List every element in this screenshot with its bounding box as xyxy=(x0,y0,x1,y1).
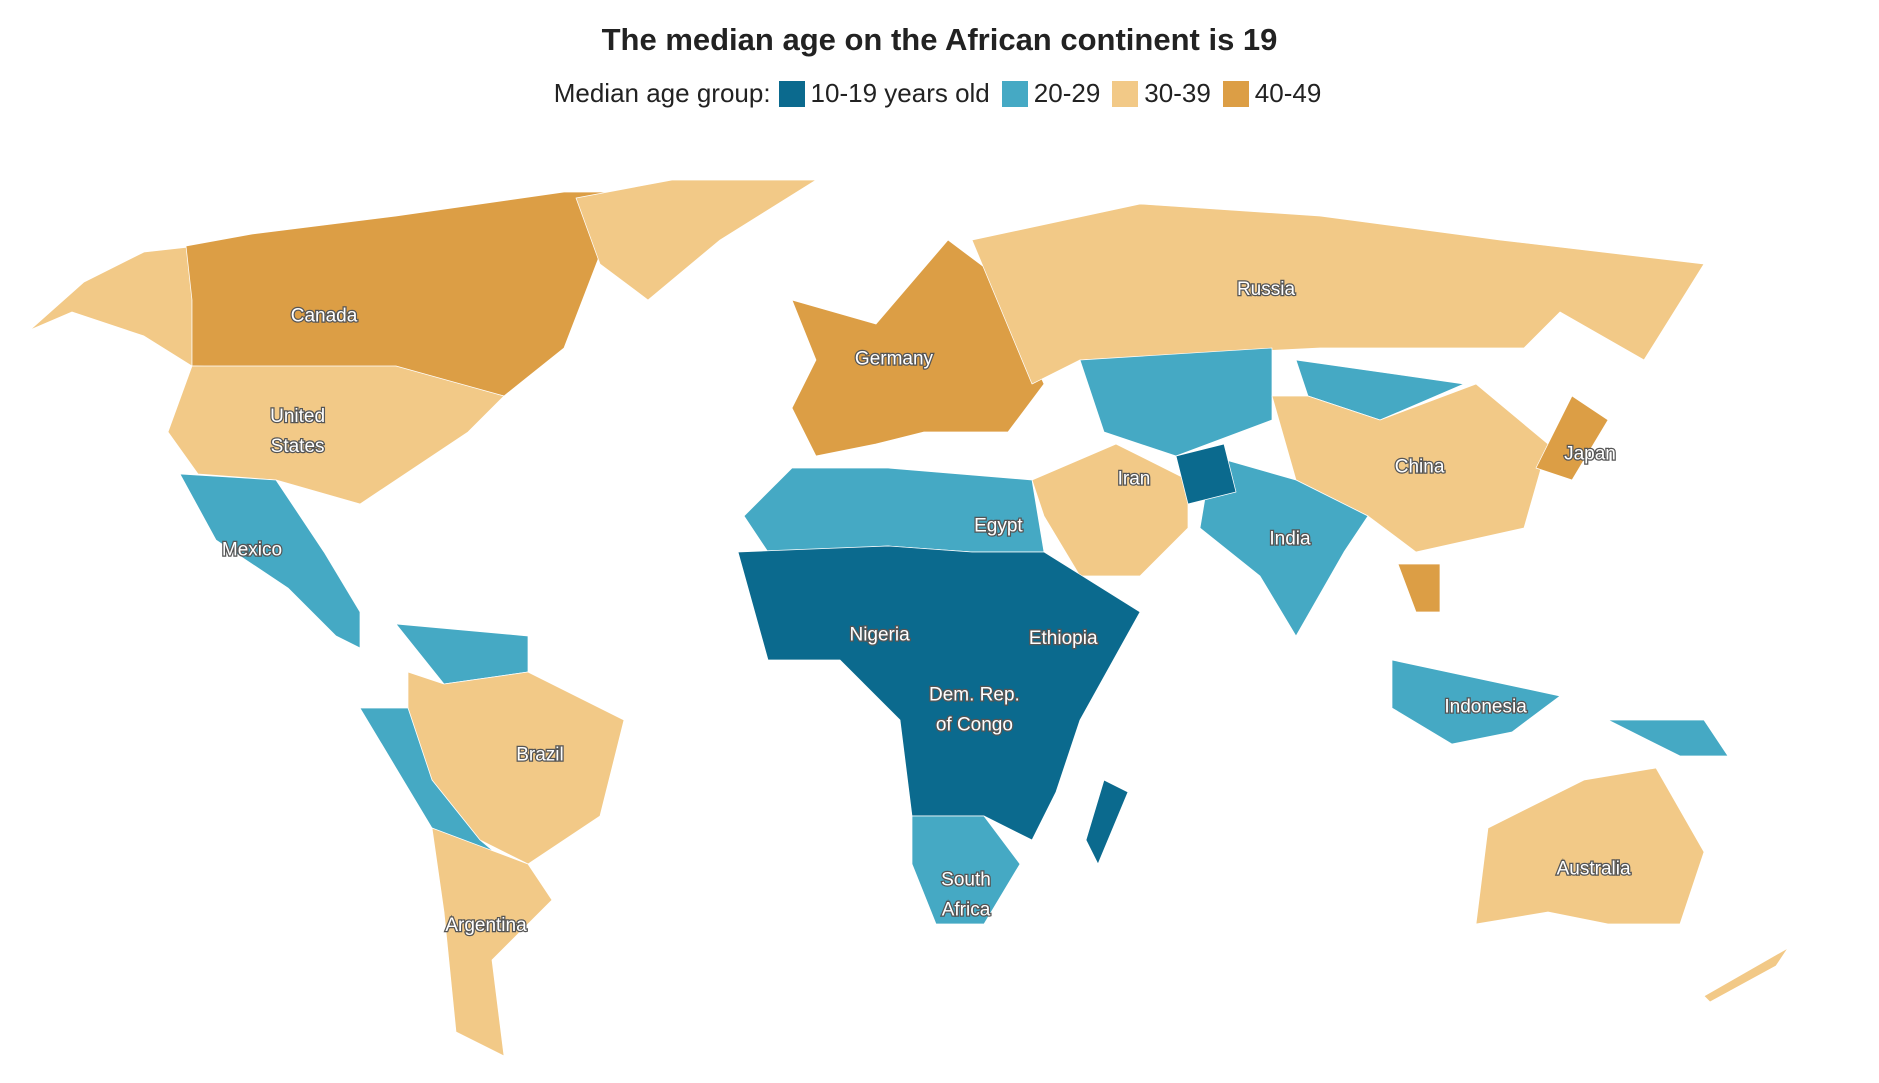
legend-text: 10-19 years old xyxy=(810,78,990,108)
russia xyxy=(971,203,1705,385)
legend-swatch xyxy=(1001,80,1028,107)
land xyxy=(29,179,1789,1057)
greenland xyxy=(575,179,817,301)
central-asia xyxy=(1079,347,1273,457)
india xyxy=(1199,455,1369,637)
country-label: Argentina xyxy=(445,915,527,936)
legend: Median age group: 10-19 years old 20-29 30… xyxy=(0,78,1879,109)
country-label: United xyxy=(270,406,325,427)
australia xyxy=(1475,767,1705,925)
header: The median age on the African continent … xyxy=(0,22,1879,109)
country-label: States xyxy=(271,436,325,457)
legend-item: 30-39 xyxy=(1112,78,1211,109)
country-label: Brazil xyxy=(516,745,564,766)
country-label: of Congo xyxy=(936,715,1013,736)
new-zealand xyxy=(1703,947,1789,1003)
country-label: Australia xyxy=(1557,859,1631,880)
middle-east xyxy=(1031,443,1189,577)
country-label: Japan xyxy=(1564,443,1616,464)
europe xyxy=(791,239,1045,457)
country-label: Africa xyxy=(942,899,991,920)
thailand xyxy=(1397,563,1441,613)
legend-swatch xyxy=(1222,80,1249,107)
country-label: Russia xyxy=(1237,279,1296,300)
legend-text: 30-39 xyxy=(1144,78,1211,108)
madagascar xyxy=(1085,779,1129,865)
legend-swatch xyxy=(1112,80,1139,107)
title: The median age on the African continent … xyxy=(601,22,1278,57)
legend-text: 40-49 xyxy=(1254,78,1322,108)
mexico xyxy=(179,473,361,649)
legend-item: 10-19 years old xyxy=(778,78,990,109)
united-states xyxy=(167,365,505,505)
country-label: Iran xyxy=(1118,469,1151,490)
country-label: South xyxy=(941,869,991,890)
canada xyxy=(185,191,625,397)
africa xyxy=(737,545,1141,841)
country-label: Egypt xyxy=(974,515,1023,536)
country-label: Indonesia xyxy=(1444,697,1527,718)
south-africa xyxy=(911,815,1021,925)
labels: Canada United States Mexico Brazil Argentina G… xyxy=(221,278,1633,938)
legend-item: 20-29 xyxy=(1001,78,1101,109)
country-label: Canada xyxy=(291,305,358,326)
legend-item: 40-49 xyxy=(1222,78,1322,109)
japan xyxy=(1535,395,1609,481)
country-label: Nigeria xyxy=(849,625,910,646)
country-label: Dem. Rep. xyxy=(929,685,1020,706)
country-label: Ethiopia xyxy=(1029,628,1098,649)
legend-label: Median age group: xyxy=(553,78,771,108)
legend-swatch xyxy=(778,80,805,107)
argentina xyxy=(431,827,553,1057)
country-label: Mexico xyxy=(222,539,282,560)
legend-text: 20-29 xyxy=(1033,78,1101,108)
country-label: Germany xyxy=(855,349,934,370)
indonesia xyxy=(1391,659,1561,745)
country-label: India xyxy=(1269,529,1311,550)
afghanistan xyxy=(1175,443,1237,505)
papua xyxy=(1607,719,1729,757)
country-label: China xyxy=(1395,457,1445,478)
north-africa xyxy=(743,467,1045,553)
